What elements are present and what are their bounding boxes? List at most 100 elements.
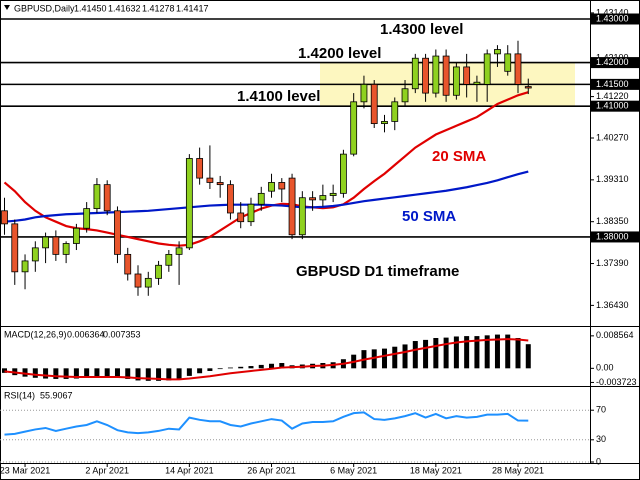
quote: 1.41278 (142, 3, 175, 13)
y-tick-label: 70 (596, 405, 606, 415)
moving-average (4, 170, 529, 223)
y-tick-label: 1.43140 (596, 7, 629, 17)
candle-body (237, 212, 245, 223)
y-tick-label: 0.008564 (596, 330, 634, 340)
level-label-box (591, 231, 639, 243)
candle-body (504, 53, 512, 72)
y-tick-label: 1.38350 (596, 216, 629, 226)
candle-body (494, 49, 501, 55)
macd-bar (279, 363, 285, 369)
macd-bar (464, 336, 470, 369)
level-label: 1.42000 (596, 57, 629, 67)
annotation: 1.4200 level (298, 45, 381, 62)
y-tick-label: -0.003723 (596, 377, 637, 387)
candle-body (288, 177, 296, 236)
candle-body (422, 57, 429, 94)
candle-body (21, 260, 29, 273)
candle-body (309, 197, 317, 201)
candle-body (340, 153, 347, 194)
candle-body (165, 253, 173, 266)
candle-body (247, 203, 255, 223)
macd-bar (443, 337, 449, 369)
candle-body (196, 158, 204, 179)
macd-bar (114, 368, 120, 378)
candle-body (514, 53, 522, 85)
x-tick-label: 14 Apr 2021 (165, 465, 214, 475)
candle-body (257, 192, 265, 205)
macd-bar (145, 368, 151, 381)
moving-average (3, 91, 529, 247)
macd-bar (43, 368, 49, 379)
candle-body (411, 57, 419, 90)
candle-body (155, 264, 162, 279)
macd-bar (176, 368, 182, 380)
macd-bar (186, 368, 192, 376)
candle-body (278, 182, 286, 190)
macd-bar (423, 339, 429, 369)
panel-value: 0.007353 (103, 329, 141, 339)
candle-body (144, 277, 152, 288)
quote: 1.41417 (176, 3, 209, 13)
candle-body (175, 247, 183, 255)
y-tick-label: 30 (596, 434, 606, 444)
macd-bar (73, 368, 79, 379)
candle-body (463, 66, 471, 85)
macd-bar (207, 368, 213, 371)
symbol: GBPUSD,Daily (14, 3, 75, 13)
candle-body (401, 88, 409, 103)
macd-bar (525, 344, 531, 369)
candle-body (329, 192, 337, 196)
candle-body (134, 273, 142, 288)
macd-bar (125, 368, 131, 379)
candle-body (360, 83, 368, 103)
macd-bar (248, 366, 254, 369)
macd-bar (2, 368, 7, 373)
candle-body (1, 210, 8, 225)
annotation: GBPUSD D1 timeframe (296, 263, 459, 280)
candle-body (381, 121, 388, 125)
x-tick-label: 2 Apr 2021 (85, 465, 129, 475)
macd-bar (269, 363, 275, 369)
level-label-box (591, 13, 639, 25)
level-label-box (591, 78, 639, 90)
macd-bar (505, 334, 511, 369)
annotation: 1.4300 level (380, 21, 463, 38)
macd-bar (474, 336, 480, 369)
quote: 1.41632 (108, 3, 141, 13)
macd-bar (166, 368, 172, 381)
macd-bar (63, 368, 69, 379)
quote: 1.41450 (74, 3, 107, 13)
macd-bar (84, 368, 90, 378)
y-tick-label: 0 (596, 456, 601, 466)
panel-title: RSI(14) (4, 390, 35, 400)
candle-body (268, 182, 275, 192)
macd-bar (484, 335, 490, 369)
candle-body (319, 195, 327, 201)
level-label-box (591, 57, 639, 69)
y-tick-label: 1.36430 (596, 300, 629, 310)
candle-body (42, 236, 49, 249)
candle-body (83, 208, 91, 229)
macd-bar (94, 368, 100, 377)
candle-body (432, 55, 440, 94)
macd-bar (104, 368, 110, 377)
level-label-box (591, 100, 639, 112)
candle-body (103, 184, 111, 212)
candle-body (52, 236, 60, 255)
candle-body (350, 101, 358, 155)
macd-bar (515, 337, 521, 369)
candle-body (524, 86, 532, 89)
macd-bar (217, 368, 223, 370)
candle-body (216, 182, 224, 186)
x-tick-label: 23 Mar 2021 (0, 465, 50, 475)
candle-body (452, 66, 460, 96)
macd-bar (258, 364, 264, 369)
candle-body (370, 83, 378, 125)
macd-bar (238, 366, 244, 369)
macd-bar (453, 336, 459, 369)
candle-body (227, 184, 234, 214)
macd-bar (371, 349, 377, 369)
rsi-line (4, 411, 529, 436)
candle-body (483, 53, 491, 85)
